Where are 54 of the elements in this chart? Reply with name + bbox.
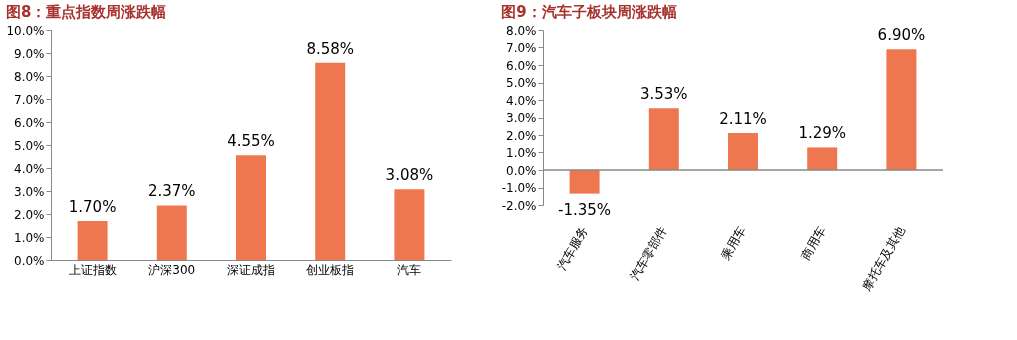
bar xyxy=(807,147,838,170)
bar xyxy=(156,205,187,260)
bar xyxy=(77,220,108,260)
x-tick-label: 汽车零部件 xyxy=(627,224,670,283)
y-tick-label: 8.0% xyxy=(14,69,45,84)
y-tick-label: 9.0% xyxy=(14,46,45,61)
y-tick-label: 7.0% xyxy=(506,41,537,55)
data-label: 1.29% xyxy=(798,124,847,143)
bar xyxy=(394,189,425,260)
data-label: 8.58% xyxy=(306,39,355,58)
data-label: 4.55% xyxy=(227,132,275,151)
y-tick-label: 1.0% xyxy=(506,146,537,160)
y-tick-label: 0.0% xyxy=(506,163,537,178)
x-tick-label: 深证成指 xyxy=(227,262,275,277)
y-tick-label: 2.0% xyxy=(506,128,537,143)
y-tick-label: 5.0% xyxy=(14,138,45,153)
y-tick-label: 0.0% xyxy=(14,253,45,268)
data-label: 3.53% xyxy=(639,85,688,104)
data-label: 2.11% xyxy=(719,110,767,129)
chart-title: 图9：汽车子板块周涨跌幅 xyxy=(501,3,677,21)
y-tick-label: 4.0% xyxy=(14,161,45,176)
bar xyxy=(315,62,346,260)
chart-title: 图8：重点指数周涨跌幅 xyxy=(5,3,167,21)
x-tick-label: 乘用车 xyxy=(718,224,750,263)
y-tick-label: 6.0% xyxy=(14,115,45,130)
y-tick-label: 4.0% xyxy=(506,93,537,108)
x-tick-label: 汽车服务 xyxy=(554,224,591,273)
x-tick-label: 商用车 xyxy=(798,224,829,263)
bar xyxy=(648,108,679,170)
y-tick-label: 3.0% xyxy=(14,184,45,199)
y-tick-label: 6.0% xyxy=(506,58,537,73)
data-label: 2.37% xyxy=(147,182,196,201)
bar xyxy=(569,170,600,194)
x-tick-label: 摩托车及其他 xyxy=(859,224,908,294)
y-tick-label: 5.0% xyxy=(506,76,537,90)
y-tick-label: 2.0% xyxy=(14,207,45,222)
y-tick-label: 7.0% xyxy=(14,92,45,107)
y-tick-label: 8.0% xyxy=(506,23,537,38)
y-tick-label: 10.0% xyxy=(6,23,45,38)
data-label: 3.08% xyxy=(385,166,434,185)
bar xyxy=(886,49,917,170)
data-label: -1.35% xyxy=(558,200,612,219)
y-tick-label: 3.0% xyxy=(506,111,537,125)
y-tick-label: 1.0% xyxy=(14,230,45,245)
y-tick-label: -1.0% xyxy=(501,181,537,195)
x-tick-label: 汽车 xyxy=(397,262,422,277)
y-tick-label: -2.0% xyxy=(501,198,537,213)
x-tick-label: 沪深300 xyxy=(148,262,196,277)
bar xyxy=(236,155,266,260)
x-tick-label: 上证指数 xyxy=(68,262,117,277)
bar xyxy=(728,133,758,170)
data-label: 6.90% xyxy=(877,26,926,45)
data-label: 1.70% xyxy=(68,197,117,216)
x-tick-label: 创业板指 xyxy=(306,262,355,277)
